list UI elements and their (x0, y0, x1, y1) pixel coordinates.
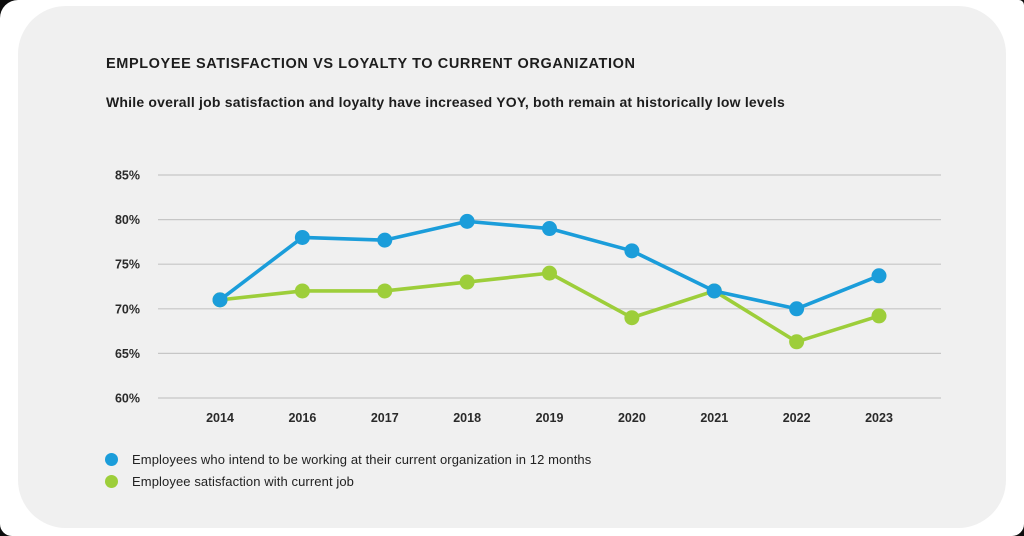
legend-dot-blue-icon (105, 453, 118, 466)
x-axis-tick-label: 2021 (700, 411, 728, 425)
x-axis-tick-label: 2014 (206, 411, 234, 425)
y-axis-tick-label: 85% (115, 169, 140, 183)
data-point (459, 213, 475, 229)
chart-title: EMPLOYEE SATISFACTION VS LOYALTY TO CURR… (106, 56, 636, 72)
x-axis-tick-label: 2023 (865, 411, 893, 425)
y-axis-tick-label: 75% (115, 258, 140, 272)
data-point (789, 301, 805, 317)
data-point (706, 283, 722, 299)
data-point (789, 334, 805, 350)
data-point (377, 283, 393, 299)
data-point (459, 274, 475, 290)
legend-label-satisfaction: Employee satisfaction with current job (132, 474, 355, 489)
data-point (212, 292, 228, 308)
data-point (542, 265, 557, 281)
legend-item-satisfaction: Employee satisfaction with current job (105, 474, 591, 489)
data-point (542, 221, 557, 237)
data-point (294, 283, 310, 299)
y-axis-tick-label: 65% (115, 347, 140, 361)
legend-item-loyalty: Employees who intend to be working at th… (105, 452, 591, 467)
y-axis-tick-label: 70% (115, 302, 140, 316)
series-line (218, 271, 881, 344)
legend-label-loyalty: Employees who intend to be working at th… (132, 452, 592, 467)
x-axis-tick-label: 2019 (536, 411, 564, 425)
data-point (871, 268, 887, 284)
data-point (624, 310, 640, 326)
x-axis-tick-label: 2017 (371, 411, 399, 425)
x-axis-tick-label: 2016 (288, 411, 316, 425)
data-point (624, 243, 640, 259)
x-axis-tick-label: 2020 (618, 411, 646, 425)
x-axis-tick-label: 2018 (453, 411, 481, 425)
data-point (377, 232, 393, 248)
legend-dot-green-icon (105, 475, 118, 488)
line-chart: 85% 80% 75% 70% 65% 60% 2014 2016 2017 2018 2019 20… (115, 169, 941, 425)
chart-subtitle: While overall job satisfaction and loyal… (106, 94, 785, 110)
x-axis-tick-label: 2022 (783, 411, 811, 425)
chart-card: EMPLOYEE SATISFACTION VS LOYALTY TO CURR… (18, 6, 1006, 528)
chart-legend: Employees who intend to be working at th… (105, 452, 591, 489)
y-axis-tick-label: 60% (115, 392, 140, 406)
data-point (871, 308, 887, 324)
data-point (294, 229, 310, 245)
y-axis-tick-label: 80% (115, 213, 140, 227)
